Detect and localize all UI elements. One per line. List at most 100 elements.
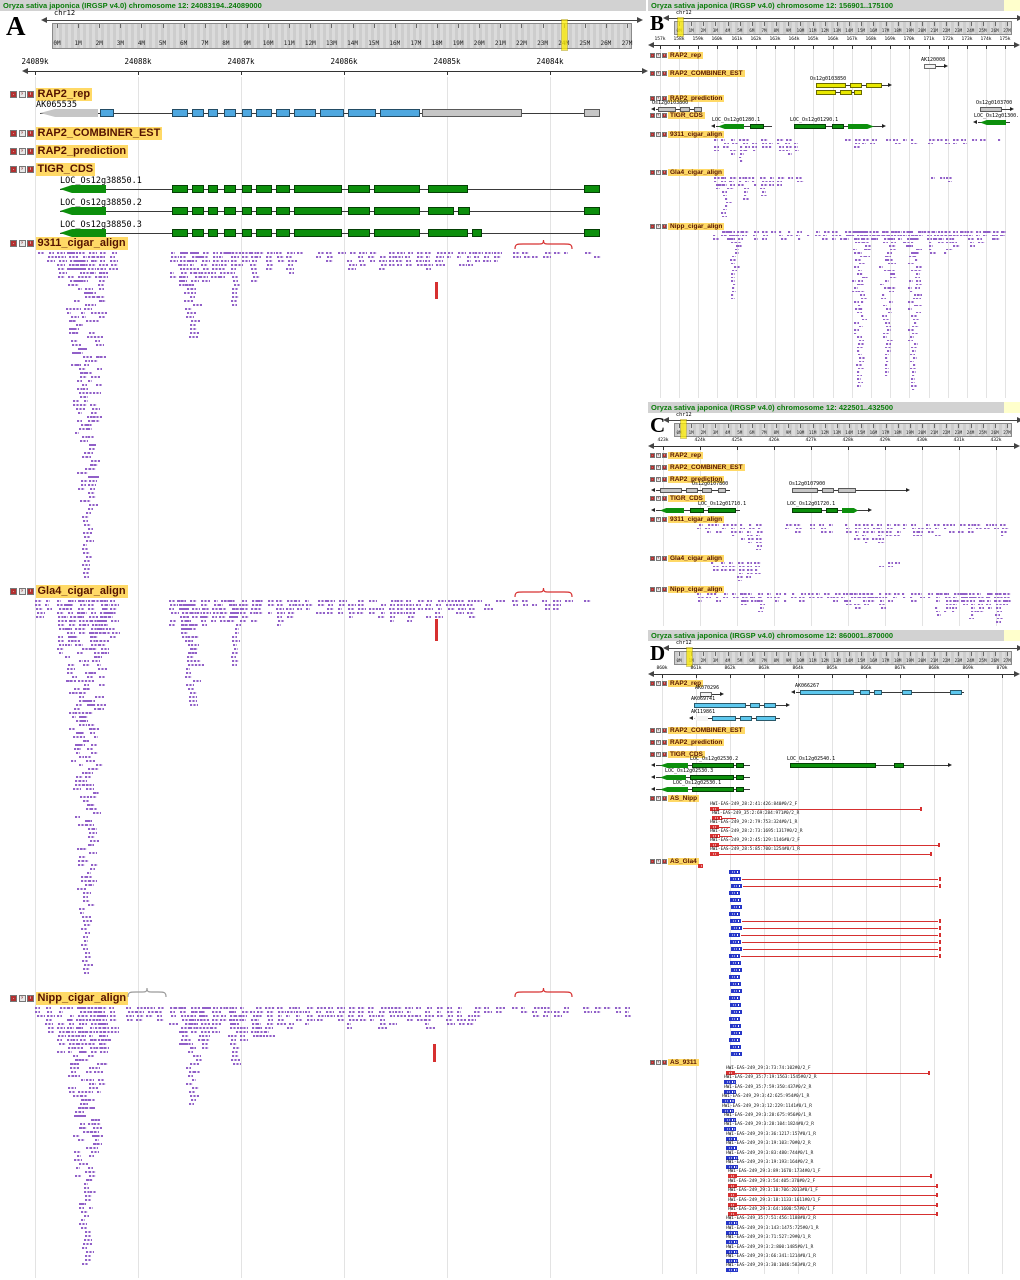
alignment-read[interactable]: [424, 264, 433, 266]
read-box[interactable]: [731, 926, 742, 930]
alignment-read[interactable]: [100, 1007, 107, 1009]
alignment-read[interactable]: [94, 1135, 103, 1137]
collapse-track-icon[interactable]: -: [10, 129, 17, 137]
alignment-read[interactable]: [67, 1087, 76, 1089]
alignment-read[interactable]: [57, 648, 65, 650]
alignment-read[interactable]: [86, 824, 94, 826]
alignment-read[interactable]: [81, 1059, 89, 1061]
alignment-read[interactable]: [456, 1019, 466, 1021]
alignment-read[interactable]: [416, 604, 421, 606]
alignment-read[interactable]: [242, 600, 247, 602]
read-box[interactable]: [730, 898, 741, 902]
alignment-read[interactable]: [188, 664, 197, 666]
alignment-read[interactable]: [85, 304, 91, 306]
alignment-read[interactable]: [197, 1039, 204, 1041]
alignment-read[interactable]: [82, 456, 89, 458]
alignment-read[interactable]: [87, 484, 96, 486]
alignment-read[interactable]: [67, 680, 76, 682]
alignment-read[interactable]: [582, 1007, 591, 1009]
alignment-read[interactable]: [81, 484, 87, 486]
alignment-read[interactable]: [75, 784, 83, 786]
alignment-read[interactable]: [78, 348, 87, 350]
alignment-read[interactable]: [544, 604, 551, 606]
alignment-read[interactable]: [190, 644, 199, 646]
alignment-read[interactable]: [59, 1007, 68, 1009]
alignment-read[interactable]: [235, 628, 240, 630]
alignment-read[interactable]: [68, 276, 74, 278]
alignment-read[interactable]: [175, 1007, 180, 1009]
alignment-read[interactable]: [295, 1019, 303, 1021]
alignment-read[interactable]: [425, 1015, 435, 1017]
alignment-read[interactable]: [67, 644, 73, 646]
alignment-read[interactable]: [90, 628, 98, 630]
alignment-read[interactable]: [189, 296, 196, 298]
alignment-read[interactable]: [564, 1007, 570, 1009]
alignment-read[interactable]: [189, 264, 194, 266]
alignment-read[interactable]: [191, 1079, 196, 1081]
alignment-read[interactable]: [425, 608, 433, 610]
alignment-read[interactable]: [93, 828, 98, 830]
collapse-track-icon[interactable]: -: [10, 147, 17, 155]
alignment-read[interactable]: [357, 612, 365, 614]
alignment-read[interactable]: [75, 408, 85, 410]
alignment-read[interactable]: [594, 1011, 601, 1013]
alignment-read[interactable]: [457, 1007, 462, 1009]
alignment-read[interactable]: [534, 1007, 544, 1009]
alignment-read[interactable]: [266, 252, 276, 254]
alignment-read[interactable]: [81, 264, 88, 266]
alignment-read[interactable]: [305, 608, 311, 610]
alignment-read[interactable]: [436, 264, 445, 266]
read-box[interactable]: [729, 891, 740, 895]
alignment-read[interactable]: [405, 1007, 414, 1009]
alignment-read[interactable]: [395, 260, 404, 262]
read-box[interactable]: [726, 1240, 738, 1244]
help-track-icon[interactable]: ?: [18, 239, 26, 247]
alignment-read[interactable]: [85, 392, 93, 394]
alignment-read[interactable]: [99, 1043, 104, 1045]
alignment-read[interactable]: [188, 696, 198, 698]
alignment-read[interactable]: [78, 1043, 86, 1045]
exon-box[interactable]: [736, 787, 744, 792]
track-title[interactable]: RAP2_prediction: [668, 739, 725, 747]
exon-box[interactable]: [374, 229, 420, 237]
alignment-read[interactable]: [368, 1015, 377, 1017]
alignment-read[interactable]: [554, 252, 562, 254]
alignment-read[interactable]: [84, 1199, 92, 1201]
alignment-read[interactable]: [83, 1239, 92, 1241]
alignment-read[interactable]: [317, 252, 324, 254]
alignment-read[interactable]: [111, 632, 121, 634]
alignment-read[interactable]: [436, 1015, 443, 1017]
alignment-read[interactable]: [255, 1015, 263, 1017]
alignment-read[interactable]: [359, 264, 366, 266]
alignment-read[interactable]: [339, 604, 346, 606]
exon-box[interactable]: [276, 229, 290, 237]
exon-box[interactable]: [208, 185, 218, 193]
alignment-read[interactable]: [229, 604, 238, 606]
alignment-read[interactable]: [286, 268, 295, 270]
alignment-read[interactable]: [204, 1007, 211, 1009]
paired-read-box[interactable]: [728, 1193, 737, 1197]
alignment-read[interactable]: [179, 276, 188, 278]
collapse-track-icon[interactable]: -: [10, 994, 17, 1002]
read-box[interactable]: [730, 961, 741, 965]
alignment-read[interactable]: [230, 1039, 237, 1041]
alignment-read[interactable]: [236, 1027, 244, 1029]
alignment-read[interactable]: [98, 284, 104, 286]
alignment-read[interactable]: [69, 320, 76, 322]
alignment-read[interactable]: [338, 612, 344, 614]
alignment-read[interactable]: [109, 628, 115, 630]
alignment-read[interactable]: [170, 260, 178, 262]
alignment-read[interactable]: [71, 760, 76, 762]
alignment-read[interactable]: [277, 260, 285, 262]
alignment-read[interactable]: [90, 864, 98, 866]
alignment-read[interactable]: [289, 272, 294, 274]
alignment-read[interactable]: [181, 1019, 189, 1021]
alignment-read[interactable]: [169, 272, 175, 274]
alignment-read[interactable]: [367, 1007, 375, 1009]
alignment-read[interactable]: [522, 604, 529, 606]
alignment-read[interactable]: [180, 1011, 186, 1013]
alignment-read[interactable]: [346, 1023, 352, 1025]
exon-box[interactable]: [294, 185, 342, 193]
alignment-read[interactable]: [232, 644, 237, 646]
exon-box[interactable]: [224, 229, 236, 237]
